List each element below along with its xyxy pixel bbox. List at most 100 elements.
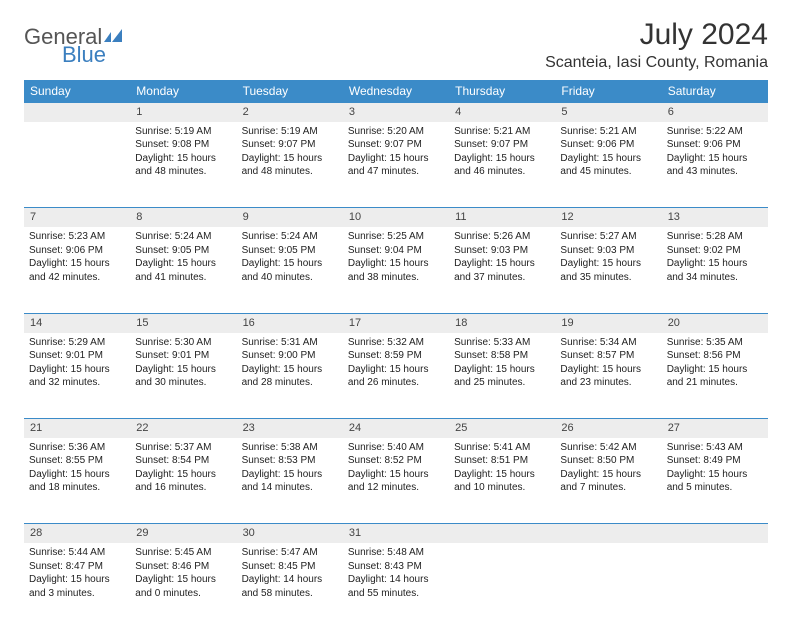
day-cell: Sunrise: 5:38 AMSunset: 8:53 PMDaylight:… [237, 438, 343, 524]
sunset-text: Sunset: 9:08 PM [135, 138, 231, 152]
weekday-friday: Friday [555, 80, 661, 103]
d2-text: and 58 minutes. [242, 587, 338, 601]
sunset-text: Sunset: 9:07 PM [454, 138, 550, 152]
sunset-text: Sunset: 8:43 PM [348, 560, 444, 574]
sunset-text: Sunset: 9:04 PM [348, 244, 444, 258]
d1-text: Daylight: 15 hours [135, 468, 231, 482]
day-cell: Sunrise: 5:21 AMSunset: 9:06 PMDaylight:… [555, 122, 661, 208]
d2-text: and 47 minutes. [348, 165, 444, 179]
day-number: 27 [662, 419, 768, 438]
day-number: 21 [24, 419, 130, 438]
sunrise-text: Sunrise: 5:42 AM [560, 441, 656, 455]
sunset-text: Sunset: 8:46 PM [135, 560, 231, 574]
d2-text: and 43 minutes. [667, 165, 763, 179]
title-block: July 2024 Scanteia, Iasi County, Romania [545, 18, 768, 72]
day-cell: Sunrise: 5:21 AMSunset: 9:07 PMDaylight:… [449, 122, 555, 208]
day-cell: Sunrise: 5:20 AMSunset: 9:07 PMDaylight:… [343, 122, 449, 208]
d1-text: Daylight: 15 hours [242, 468, 338, 482]
sunrise-text: Sunrise: 5:45 AM [135, 546, 231, 560]
sunrise-text: Sunrise: 5:30 AM [135, 336, 231, 350]
day-cell: Sunrise: 5:44 AMSunset: 8:47 PMDaylight:… [24, 543, 130, 629]
week-row: Sunrise: 5:23 AMSunset: 9:06 PMDaylight:… [24, 227, 768, 313]
header: General Blue July 2024 Scanteia, Iasi Co… [24, 18, 768, 72]
sunrise-text: Sunrise: 5:22 AM [667, 125, 763, 139]
weekday-header-row: Sunday Monday Tuesday Wednesday Thursday… [24, 80, 768, 103]
sunset-text: Sunset: 9:03 PM [454, 244, 550, 258]
day-number: 19 [555, 313, 661, 332]
day-cell: Sunrise: 5:29 AMSunset: 9:01 PMDaylight:… [24, 333, 130, 419]
day-cell: Sunrise: 5:47 AMSunset: 8:45 PMDaylight:… [237, 543, 343, 629]
d2-text: and 30 minutes. [135, 376, 231, 390]
d1-text: Daylight: 15 hours [29, 573, 125, 587]
day-cell: Sunrise: 5:42 AMSunset: 8:50 PMDaylight:… [555, 438, 661, 524]
location-text: Scanteia, Iasi County, Romania [545, 54, 768, 72]
day-number: 26 [555, 419, 661, 438]
d2-text: and 3 minutes. [29, 587, 125, 601]
day-number-row: 123456 [24, 103, 768, 122]
day-cell: Sunrise: 5:37 AMSunset: 8:54 PMDaylight:… [130, 438, 236, 524]
sunset-text: Sunset: 9:07 PM [242, 138, 338, 152]
day-cell: Sunrise: 5:30 AMSunset: 9:01 PMDaylight:… [130, 333, 236, 419]
sunrise-text: Sunrise: 5:28 AM [667, 230, 763, 244]
sunset-text: Sunset: 8:53 PM [242, 454, 338, 468]
sunrise-text: Sunrise: 5:21 AM [560, 125, 656, 139]
day-cell: Sunrise: 5:19 AMSunset: 9:07 PMDaylight:… [237, 122, 343, 208]
d2-text: and 35 minutes. [560, 271, 656, 285]
d2-text: and 37 minutes. [454, 271, 550, 285]
day-number: 14 [24, 313, 130, 332]
d2-text: and 18 minutes. [29, 481, 125, 495]
d1-text: Daylight: 15 hours [348, 363, 444, 377]
d2-text: and 40 minutes. [242, 271, 338, 285]
d2-text: and 46 minutes. [454, 165, 550, 179]
week-row: Sunrise: 5:29 AMSunset: 9:01 PMDaylight:… [24, 333, 768, 419]
day-number: 7 [24, 208, 130, 227]
day-number: 22 [130, 419, 236, 438]
d2-text: and 32 minutes. [29, 376, 125, 390]
calendar-table: Sunday Monday Tuesday Wednesday Thursday… [24, 80, 768, 629]
week-row: Sunrise: 5:19 AMSunset: 9:08 PMDaylight:… [24, 122, 768, 208]
sunrise-text: Sunrise: 5:31 AM [242, 336, 338, 350]
sunrise-text: Sunrise: 5:47 AM [242, 546, 338, 560]
day-cell: Sunrise: 5:28 AMSunset: 9:02 PMDaylight:… [662, 227, 768, 313]
day-number-row: 78910111213 [24, 208, 768, 227]
d1-text: Daylight: 15 hours [135, 257, 231, 271]
day-number [555, 524, 661, 543]
sunrise-text: Sunrise: 5:43 AM [667, 441, 763, 455]
day-number: 17 [343, 313, 449, 332]
day-number-row: 14151617181920 [24, 313, 768, 332]
weekday-thursday: Thursday [449, 80, 555, 103]
day-cell: Sunrise: 5:27 AMSunset: 9:03 PMDaylight:… [555, 227, 661, 313]
day-number: 18 [449, 313, 555, 332]
d2-text: and 12 minutes. [348, 481, 444, 495]
day-cell: Sunrise: 5:24 AMSunset: 9:05 PMDaylight:… [237, 227, 343, 313]
day-cell: Sunrise: 5:48 AMSunset: 8:43 PMDaylight:… [343, 543, 449, 629]
sunrise-text: Sunrise: 5:44 AM [29, 546, 125, 560]
day-number: 24 [343, 419, 449, 438]
day-cell: Sunrise: 5:34 AMSunset: 8:57 PMDaylight:… [555, 333, 661, 419]
d2-text: and 34 minutes. [667, 271, 763, 285]
day-cell: Sunrise: 5:35 AMSunset: 8:56 PMDaylight:… [662, 333, 768, 419]
day-cell: Sunrise: 5:22 AMSunset: 9:06 PMDaylight:… [662, 122, 768, 208]
d1-text: Daylight: 15 hours [348, 257, 444, 271]
day-number [24, 103, 130, 122]
sunrise-text: Sunrise: 5:33 AM [454, 336, 550, 350]
sunrise-text: Sunrise: 5:40 AM [348, 441, 444, 455]
d1-text: Daylight: 15 hours [560, 468, 656, 482]
d1-text: Daylight: 15 hours [560, 152, 656, 166]
month-title: July 2024 [545, 18, 768, 52]
day-number: 5 [555, 103, 661, 122]
calendar-body: 123456Sunrise: 5:19 AMSunset: 9:08 PMDay… [24, 103, 768, 629]
weekday-monday: Monday [130, 80, 236, 103]
day-number: 3 [343, 103, 449, 122]
d1-text: Daylight: 15 hours [667, 152, 763, 166]
d1-text: Daylight: 14 hours [348, 573, 444, 587]
d1-text: Daylight: 15 hours [348, 468, 444, 482]
day-cell: Sunrise: 5:40 AMSunset: 8:52 PMDaylight:… [343, 438, 449, 524]
week-row: Sunrise: 5:36 AMSunset: 8:55 PMDaylight:… [24, 438, 768, 524]
d2-text: and 14 minutes. [242, 481, 338, 495]
sunrise-text: Sunrise: 5:27 AM [560, 230, 656, 244]
day-number: 29 [130, 524, 236, 543]
day-cell: Sunrise: 5:25 AMSunset: 9:04 PMDaylight:… [343, 227, 449, 313]
d1-text: Daylight: 15 hours [135, 573, 231, 587]
sunrise-text: Sunrise: 5:38 AM [242, 441, 338, 455]
